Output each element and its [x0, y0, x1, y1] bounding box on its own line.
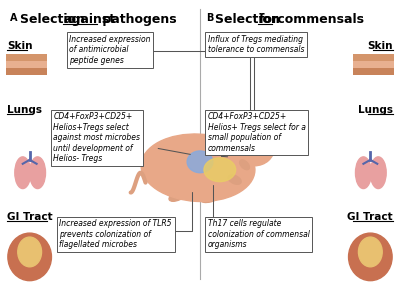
Ellipse shape	[8, 233, 52, 281]
Bar	[6, 61, 48, 68]
Text: Increased expression
of antimicrobial
peptide genes: Increased expression of antimicrobial pe…	[69, 35, 151, 65]
Ellipse shape	[235, 130, 274, 166]
Ellipse shape	[370, 157, 386, 189]
Text: GI Tract: GI Tract	[348, 212, 393, 222]
Text: B: B	[206, 13, 213, 23]
Text: Th17 cells regulate
colonization of commensal
organisms: Th17 cells regulate colonization of comm…	[208, 219, 310, 249]
Ellipse shape	[187, 151, 213, 173]
Text: Lungs: Lungs	[7, 105, 42, 115]
Text: pathogens: pathogens	[98, 13, 177, 26]
Ellipse shape	[18, 237, 42, 267]
Ellipse shape	[279, 139, 284, 143]
Bar	[352, 68, 394, 75]
Ellipse shape	[242, 124, 252, 136]
Ellipse shape	[30, 157, 46, 189]
Text: GI Tract: GI Tract	[7, 212, 52, 222]
Ellipse shape	[204, 158, 236, 182]
Ellipse shape	[356, 157, 371, 189]
Text: Increased expression of TLR5
prevents colonization of
flagellated microbes: Increased expression of TLR5 prevents co…	[59, 219, 172, 249]
Text: A: A	[10, 13, 17, 23]
Text: Skin: Skin	[368, 41, 393, 51]
Ellipse shape	[228, 175, 241, 184]
Text: CD4+FoxP3+CD25+
Helios+ Tregs select for a
small population of
commensals: CD4+FoxP3+CD25+ Helios+ Tregs select for…	[208, 112, 306, 152]
Text: commensals: commensals	[273, 13, 364, 26]
Text: Selection: Selection	[20, 13, 89, 26]
Text: CD4+FoxP3+CD25+
Helios+Tregs select
against most microbes
until development of
H: CD4+FoxP3+CD25+ Helios+Tregs select agai…	[54, 112, 140, 163]
Text: for: for	[258, 13, 278, 26]
Bar	[352, 54, 394, 61]
Ellipse shape	[348, 233, 392, 281]
Ellipse shape	[141, 134, 255, 201]
Text: Lungs: Lungs	[358, 105, 393, 115]
Bar	[6, 54, 48, 61]
Ellipse shape	[265, 137, 281, 148]
Ellipse shape	[15, 157, 31, 189]
Ellipse shape	[244, 126, 250, 134]
Text: Skin: Skin	[7, 41, 32, 51]
Text: Selection: Selection	[215, 13, 284, 26]
Bar	[6, 68, 48, 75]
Ellipse shape	[240, 160, 250, 170]
Text: against: against	[63, 13, 116, 26]
Ellipse shape	[262, 138, 267, 142]
Text: Influx of Tregs mediating
tolerance to commensals: Influx of Tregs mediating tolerance to c…	[208, 35, 304, 55]
Bar	[352, 61, 394, 68]
Ellipse shape	[358, 237, 382, 267]
Ellipse shape	[169, 190, 187, 201]
Ellipse shape	[200, 193, 220, 203]
